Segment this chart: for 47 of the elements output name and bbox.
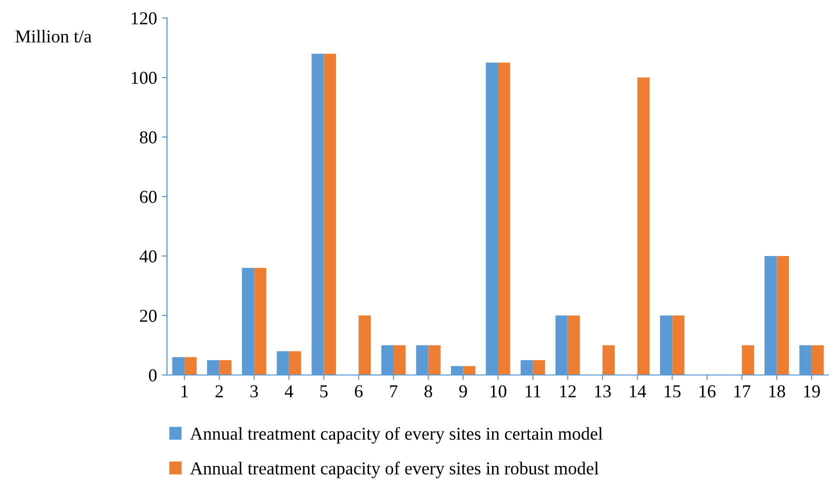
bar [602, 345, 615, 375]
x-tick-label: 6 [354, 385, 363, 398]
y-tick-label: 20 [140, 310, 157, 322]
bar [498, 62, 510, 375]
bar [568, 316, 580, 375]
bar [428, 345, 441, 375]
x-tick-label: 15 [664, 385, 681, 398]
bar [393, 345, 406, 375]
y-tick-label: 60 [140, 190, 157, 203]
bar [184, 357, 197, 375]
bar [254, 268, 266, 375]
bar [532, 360, 546, 375]
legend-label: Annual treatment capacity of every sites in robust model [190, 462, 599, 478]
x-tick-label: 14 [630, 385, 646, 398]
y-tick-label: 40 [140, 250, 157, 262]
x-tick-label: 17 [734, 385, 750, 398]
y-tick-label: 80 [140, 131, 157, 144]
bar [812, 345, 824, 375]
y-tick-label: 0 [148, 369, 157, 382]
bar [288, 351, 302, 375]
y-axis-title: Million t/a [16, 30, 92, 43]
x-tick-label: 18 [769, 385, 786, 398]
x-tick-label: 4 [284, 385, 294, 398]
bar [358, 316, 371, 375]
bar [219, 360, 232, 375]
x-tick-label: 10 [490, 385, 506, 398]
x-tick-label: 7 [390, 385, 398, 398]
bar [324, 54, 336, 375]
x-tick-label: 19 [804, 385, 820, 398]
x-tick-label: 11 [526, 385, 540, 398]
bar [776, 256, 789, 375]
x-tick-label: 8 [424, 385, 432, 398]
x-tick-label: 16 [700, 385, 716, 398]
x-tick-label: 12 [560, 385, 576, 398]
legend-label: Annual treatment capacity of every sites in certain model [190, 426, 603, 444]
y-tick-label: 100 [132, 72, 157, 84]
x-tick-label: 9 [459, 385, 467, 398]
bar [463, 366, 476, 375]
y-tick-label: 120 [132, 12, 157, 24]
x-tick-label: 3 [250, 385, 258, 398]
bar [637, 78, 650, 375]
x-tick-label: 1 [181, 385, 188, 398]
bar [672, 316, 684, 375]
x-tick-label: 2 [216, 385, 223, 398]
x-tick-label: 13 [595, 385, 611, 398]
x-tick-label: 5 [320, 385, 328, 398]
bar [742, 345, 754, 375]
